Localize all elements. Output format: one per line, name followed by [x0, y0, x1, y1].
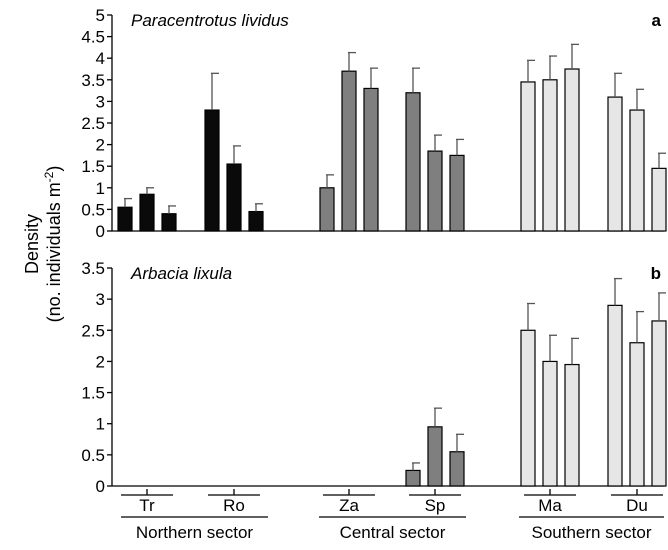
bar-ma-1 [520, 329, 536, 487]
panel-letter: a [652, 11, 662, 30]
y-tick-label: 1.5 [81, 384, 105, 403]
bar-sp-2 [427, 150, 443, 232]
site-and-sector-axis: Tr Ro Za Sp Ma Du Northern sector Central secto… [121, 489, 664, 542]
bar-za-1 [319, 187, 335, 232]
y-tick-label: 2 [96, 352, 105, 371]
site-label-tr: Tr [139, 496, 155, 515]
bar-du-2 [629, 342, 645, 487]
y-axis-units-superscript: -2 [42, 171, 56, 182]
bar-ma-2 [542, 360, 558, 487]
y-tick-label: 0.5 [81, 446, 105, 465]
bar-du-1 [607, 96, 623, 232]
sector-label-southern: Southern sector [531, 523, 651, 542]
site-label-ro: Ro [223, 496, 245, 515]
panel-letter: b [651, 264, 661, 283]
y-tick-label: 3.5 [81, 71, 105, 90]
bar-za-3 [363, 87, 379, 232]
bar-sp-1 [405, 469, 421, 487]
sector-label-northern: Northern sector [136, 523, 253, 542]
bar-ma-2 [542, 79, 558, 232]
bar-tr-3 [161, 213, 177, 232]
y-tick-label: 5 [96, 6, 105, 25]
y-tick-label: 3.5 [81, 259, 105, 278]
bar-du-3 [651, 167, 667, 232]
bar-sp-3 [449, 154, 465, 232]
y-tick-label: 0.5 [81, 200, 105, 219]
site-label-du: Du [626, 496, 648, 515]
site-label-sp: Sp [425, 496, 446, 515]
y-tick-label: 1 [96, 179, 105, 198]
bar-za-2 [341, 70, 357, 232]
y-tick-label: 2.5 [81, 114, 105, 133]
bar-tr-2 [139, 193, 155, 232]
bar-du-3 [651, 320, 667, 487]
bar-ma-1 [520, 81, 536, 232]
panel-b-arbacia: 0 0.5 1 1.5 2 2.5 3 3.5 Arbacia lixula b [81, 259, 667, 496]
y-tick-label: 3 [96, 290, 105, 309]
bar-ro-1 [204, 109, 220, 232]
y-tick-label: 4.5 [81, 28, 105, 47]
bar-du-2 [629, 109, 645, 232]
y-tick-label: 2.5 [81, 321, 105, 340]
y-tick-label: 0 [96, 477, 105, 496]
bar-sp-1 [405, 92, 421, 232]
bar-tr-1 [117, 206, 133, 232]
y-tick-label: 2 [96, 136, 105, 155]
bar-ro-2 [226, 163, 242, 232]
sector-label-central: Central sector [340, 523, 446, 542]
y-axis-units-suffix: ) [44, 166, 64, 172]
y-tick-label: 1 [96, 415, 105, 434]
panel-title: Arbacia lixula [130, 264, 232, 283]
bar-sp-3 [449, 451, 465, 487]
y-tick-label: 4 [96, 49, 105, 68]
panel-a-paracentrotus: 0 0.5 1 1.5 2 2.5 3 3.5 4 4.5 5 Paracentrotus livid… [81, 6, 667, 241]
y-axis-title-units: (no. individuals m-2) [42, 166, 64, 323]
y-tick-label: 1.5 [81, 157, 105, 176]
bar-ma-3 [564, 363, 580, 487]
panel-title: Paracentrotus lividus [131, 11, 289, 30]
site-label-ma: Ma [538, 496, 562, 515]
bar-sp-2 [427, 426, 443, 487]
site-label-za: Za [339, 496, 359, 515]
bar-ro-3 [248, 210, 264, 232]
y-tick-label: 3 [96, 92, 105, 111]
y-tick-label: 0 [96, 222, 105, 241]
bar-du-1 [607, 304, 623, 487]
y-axis-title-density: Density [22, 214, 42, 274]
y-axis-units-prefix: (no. individuals m [44, 182, 64, 322]
bar-ma-3 [564, 68, 580, 232]
